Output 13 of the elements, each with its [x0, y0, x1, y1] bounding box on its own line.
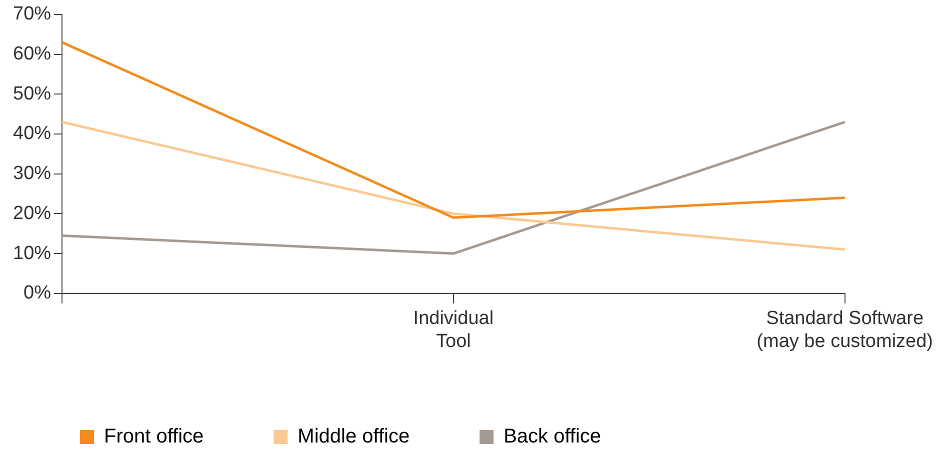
- legend-label: Middle office: [298, 426, 410, 448]
- x-tick-label: Individual Tool: [413, 308, 494, 352]
- y-tick-label: 50%: [12, 83, 52, 104]
- y-tick-label: 30%: [12, 163, 52, 184]
- legend-label: Back office: [504, 426, 602, 448]
- y-tick-label: 40%: [12, 123, 52, 144]
- y-tick-label: 60%: [12, 43, 52, 64]
- y-tick-label: 70%: [12, 4, 52, 25]
- y-tick-label: 0%: [24, 282, 52, 304]
- legend-label: Front office: [104, 426, 204, 448]
- y-tick-label: 20%: [12, 202, 52, 224]
- x-tick-label: Standard Software (may be customized): [756, 308, 934, 352]
- y-tick-label: 10%: [12, 242, 52, 264]
